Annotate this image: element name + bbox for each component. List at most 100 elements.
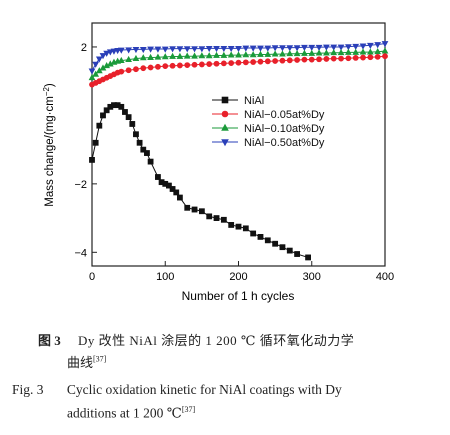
data-point bbox=[132, 46, 140, 54]
data-point bbox=[366, 48, 374, 55]
caption-en-line1: Fig. 3 Cyclic oxidation kinetic for NiAl… bbox=[12, 382, 342, 398]
data-point bbox=[129, 121, 136, 127]
data-point bbox=[183, 52, 191, 59]
caption-cn-text2: 曲线 bbox=[67, 355, 94, 370]
data-point bbox=[176, 52, 184, 59]
data-point bbox=[235, 223, 242, 230]
data-point bbox=[330, 44, 338, 51]
data-point bbox=[286, 45, 294, 52]
data-point bbox=[316, 56, 322, 63]
data-point bbox=[191, 206, 198, 213]
data-point bbox=[301, 49, 308, 56]
data-point bbox=[228, 60, 235, 66]
data-point bbox=[106, 49, 114, 56]
legend-label: NiAl−0.05at%Dy bbox=[244, 109, 325, 121]
data-point bbox=[103, 107, 110, 114]
data-point bbox=[352, 43, 360, 51]
legend-label: NiAl−0.50at%Dy bbox=[244, 137, 325, 149]
data-point bbox=[206, 213, 213, 220]
y-tick-label: −2 bbox=[74, 179, 87, 191]
data-point bbox=[286, 57, 293, 64]
data-point bbox=[305, 254, 311, 261]
data-point bbox=[206, 61, 213, 67]
data-point bbox=[88, 68, 96, 75]
data-point bbox=[139, 54, 147, 61]
data-point bbox=[125, 55, 132, 63]
data-point bbox=[279, 45, 286, 52]
data-point bbox=[92, 70, 100, 77]
data-point bbox=[257, 58, 264, 65]
data-point bbox=[133, 66, 139, 73]
data-point bbox=[242, 59, 249, 66]
data-point bbox=[345, 48, 352, 55]
data-point bbox=[367, 54, 374, 61]
data-point bbox=[220, 45, 228, 53]
data-point bbox=[161, 53, 169, 60]
data-point bbox=[139, 46, 147, 54]
data-point bbox=[257, 45, 264, 52]
data-point bbox=[169, 52, 176, 59]
data-point bbox=[155, 174, 161, 180]
caption-cn-line2: 曲线[37] bbox=[67, 352, 106, 371]
data-point bbox=[184, 204, 191, 211]
data-point bbox=[92, 139, 99, 146]
data-point bbox=[345, 55, 352, 62]
data-point bbox=[264, 237, 271, 244]
data-point bbox=[323, 49, 330, 56]
data-point bbox=[132, 54, 140, 61]
data-point bbox=[279, 50, 286, 57]
data-point bbox=[294, 57, 300, 63]
data-point bbox=[264, 45, 272, 52]
data-point bbox=[294, 251, 300, 257]
data-point bbox=[323, 56, 330, 62]
series-0 bbox=[89, 102, 311, 261]
data-point bbox=[198, 46, 206, 53]
caption-en-text2: additions at 1 200 ℃ bbox=[67, 405, 182, 421]
data-point bbox=[205, 52, 213, 59]
data-point bbox=[359, 43, 367, 50]
data-point bbox=[125, 114, 132, 121]
data-point bbox=[169, 46, 176, 53]
data-point bbox=[308, 44, 316, 52]
data-point bbox=[271, 45, 279, 52]
data-point bbox=[117, 47, 125, 54]
data-point bbox=[257, 50, 264, 57]
x-axis-label: Number of 1 h cycles bbox=[182, 289, 295, 303]
data-point bbox=[191, 61, 198, 68]
data-point bbox=[125, 67, 132, 74]
data-point bbox=[183, 46, 191, 53]
data-point bbox=[242, 45, 250, 52]
legend-marker bbox=[221, 139, 229, 147]
data-point bbox=[100, 112, 106, 119]
data-point bbox=[301, 44, 308, 52]
data-point bbox=[220, 51, 228, 58]
data-point bbox=[147, 158, 154, 165]
data-point bbox=[381, 41, 389, 48]
data-point bbox=[110, 48, 118, 55]
data-point bbox=[374, 42, 382, 49]
data-point bbox=[272, 240, 279, 247]
caption-en-line2: additions at 1 200 ℃[37] bbox=[67, 405, 195, 422]
data-point bbox=[293, 50, 301, 57]
data-point bbox=[176, 46, 184, 53]
data-point bbox=[360, 54, 366, 61]
data-point bbox=[140, 65, 147, 72]
data-point bbox=[330, 49, 338, 56]
legend-label: NiAl−0.10at%Dy bbox=[244, 123, 325, 135]
data-point bbox=[169, 186, 176, 192]
x-tick-label: 300 bbox=[303, 271, 321, 283]
data-point bbox=[176, 62, 183, 69]
oxidation-kinetics-chart: 0 100 200 300 400 2 −2 −4 NiAl NiAl−0.05at%Dy NiA… bbox=[42, 22, 394, 303]
data-point bbox=[337, 44, 345, 51]
data-point bbox=[220, 216, 227, 223]
data-point bbox=[338, 55, 344, 62]
series-layer bbox=[88, 41, 389, 261]
data-point bbox=[213, 51, 220, 58]
data-point bbox=[140, 146, 147, 153]
legend-marker bbox=[221, 96, 229, 104]
data-point bbox=[89, 157, 95, 163]
data-point bbox=[374, 48, 382, 55]
data-point bbox=[177, 194, 183, 201]
data-point bbox=[330, 55, 337, 62]
caption-cn-ref: [37] bbox=[93, 354, 107, 364]
